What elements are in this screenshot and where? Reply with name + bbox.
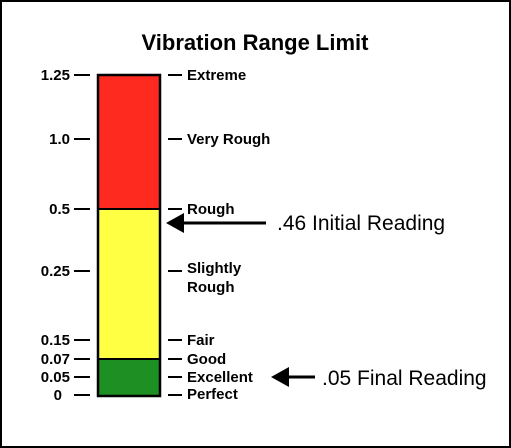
scale-level-label: Rough — [187, 279, 234, 296]
scale-value-label: 0.07 — [41, 351, 70, 368]
scale-value-label: 0.15 — [41, 332, 70, 349]
initial-reading-arrow-icon — [166, 213, 266, 233]
scale-value-label: 0 — [54, 387, 62, 404]
scale-value-label: 1.25 — [41, 67, 70, 84]
final-reading-label: .05 Final Reading — [322, 367, 487, 390]
red-zone — [98, 75, 160, 209]
yellow-zone — [98, 209, 160, 359]
scale-level-label: Perfect — [187, 386, 238, 403]
scale-level-label: Extreme — [187, 67, 246, 84]
scale-level-label: Fair — [187, 332, 215, 349]
left-ticks — [74, 74, 90, 396]
scale-level-label: Slightly — [187, 260, 242, 277]
scale-value-label: 1.0 — [49, 131, 70, 148]
right-ticks — [168, 74, 182, 396]
scale-value-label: 0.05 — [41, 369, 70, 386]
scale-value-label: 0.5 — [49, 201, 70, 218]
gauge-outline — [96, 73, 162, 398]
scale-level-label: Excellent — [187, 369, 253, 386]
final-reading-arrow-icon — [271, 367, 315, 387]
scale-value-label: 0.25 — [41, 263, 70, 280]
scale-level-label: Good — [187, 351, 226, 368]
green-zone — [98, 359, 160, 396]
diagram-title: Vibration Range Limit — [142, 30, 370, 55]
scale-level-label: Very Rough — [187, 131, 270, 148]
initial-reading-label: .46 Initial Reading — [277, 212, 445, 235]
scale-level-label: Rough — [187, 201, 234, 218]
